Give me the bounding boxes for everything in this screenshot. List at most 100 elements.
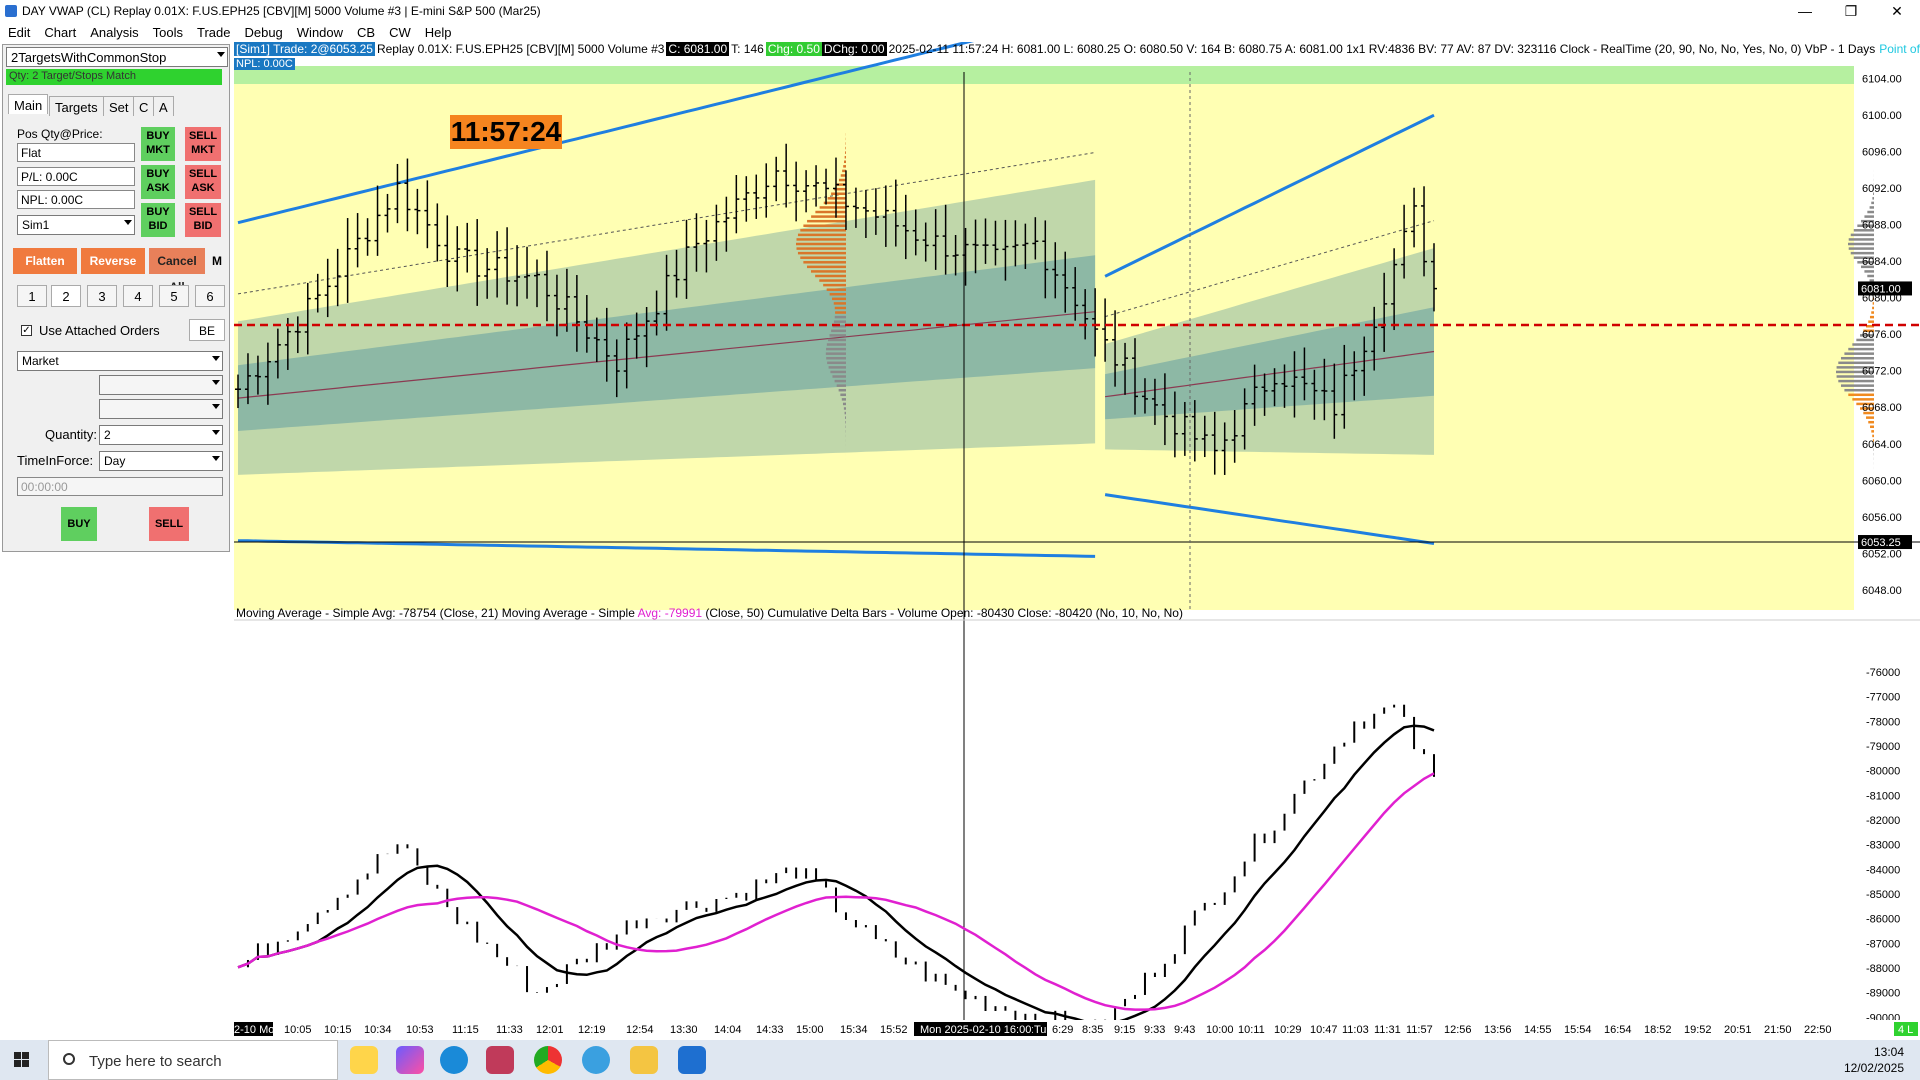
ma21-line bbox=[237, 724, 1435, 1025]
qty-preset-1[interactable]: 1 bbox=[17, 285, 47, 307]
m-button[interactable]: M bbox=[212, 254, 222, 268]
time-tick-label: 12:01 bbox=[536, 1024, 564, 1036]
price-tick-label: 6064.00 bbox=[1862, 439, 1902, 451]
right-volume-profile-bar bbox=[1861, 265, 1874, 269]
globe-icon[interactable] bbox=[582, 1046, 610, 1074]
snipping-icon[interactable] bbox=[486, 1046, 514, 1074]
right-volume-profile-bar bbox=[1866, 416, 1874, 419]
time-tick-label: 11:57 bbox=[1406, 1024, 1433, 1036]
minimize-icon[interactable]: — bbox=[1798, 3, 1812, 19]
chevron-down-icon bbox=[217, 52, 225, 57]
volume-profile-bar bbox=[819, 279, 846, 282]
sell-button[interactable]: SELL bbox=[149, 507, 189, 541]
time-field[interactable]: 00:00:00 bbox=[17, 477, 223, 496]
volume-profile-bar bbox=[797, 233, 846, 237]
search-icon bbox=[63, 1053, 75, 1065]
volume-profile-bar bbox=[836, 384, 846, 387]
restore-icon[interactable]: ❐ bbox=[1844, 3, 1858, 19]
volume-profile-bar bbox=[844, 160, 846, 164]
qty-preset-2[interactable]: 2 bbox=[51, 285, 81, 307]
price-tick-label: 6060.00 bbox=[1862, 475, 1902, 487]
chevron-down-icon bbox=[212, 380, 220, 385]
taskbar-search[interactable]: Type here to search bbox=[48, 1040, 338, 1080]
tif-select[interactable]: Day bbox=[99, 451, 223, 471]
chart-app-icon[interactable] bbox=[678, 1046, 706, 1074]
app1-icon[interactable] bbox=[396, 1046, 424, 1074]
time-tick-label: 12:56 bbox=[1444, 1024, 1472, 1036]
chart-area[interactable]: 6104.00 6100.00 6096.00 6092.00 6088.00 6084.… bbox=[234, 42, 1920, 1036]
time-tick-label: 11:33 bbox=[496, 1024, 523, 1036]
right-volume-profile-bar bbox=[1836, 375, 1874, 378]
flatten-button[interactable]: Flatten bbox=[13, 248, 77, 274]
volume-profile-bar bbox=[826, 288, 846, 291]
buy-ask-button[interactable]: BUY ASK bbox=[141, 165, 175, 199]
menu-tools[interactable]: Tools bbox=[152, 25, 183, 40]
tab-set[interactable]: Set bbox=[103, 96, 135, 116]
folder-icon[interactable] bbox=[630, 1046, 658, 1074]
windows-start-icon[interactable] bbox=[14, 1052, 30, 1068]
cancel-all-button[interactable]: Cancel All bbox=[149, 248, 205, 294]
tab-targets[interactable]: Targets bbox=[49, 96, 104, 116]
account-select[interactable]: Sim1 bbox=[17, 215, 135, 235]
price1-select[interactable] bbox=[99, 375, 223, 395]
right-volume-profile-bar bbox=[1868, 320, 1874, 323]
quantity-select[interactable]: 2 bbox=[99, 425, 223, 445]
copilot-icon[interactable] bbox=[350, 1046, 378, 1074]
buy-button[interactable]: BUY bbox=[61, 507, 97, 541]
volume-profile-bar bbox=[838, 178, 846, 182]
time-tick-label: 14:33 bbox=[756, 1024, 784, 1036]
right-volume-profile-bar bbox=[1836, 366, 1874, 369]
volume-profile-bar bbox=[844, 155, 846, 159]
price2-select[interactable] bbox=[99, 399, 223, 419]
menu-window[interactable]: Window bbox=[296, 25, 344, 40]
time-tick-label: 10:15 bbox=[324, 1024, 352, 1036]
volume-profile-bar bbox=[831, 329, 846, 333]
chrome-icon[interactable] bbox=[534, 1046, 562, 1074]
time-tick-label: 21:50 bbox=[1764, 1024, 1792, 1036]
qty-preset-3[interactable]: 3 bbox=[87, 285, 117, 307]
tab-a[interactable]: A bbox=[153, 96, 174, 116]
qty-preset-5[interactable]: 5 bbox=[159, 285, 189, 307]
be-button[interactable]: BE bbox=[189, 319, 225, 341]
tab-c[interactable]: C bbox=[133, 96, 155, 116]
menu-debug[interactable]: Debug bbox=[244, 25, 283, 40]
price-tick-label: 6104.00 bbox=[1862, 73, 1902, 85]
volume-profile-bar bbox=[795, 242, 846, 246]
order-type-select[interactable]: Market bbox=[17, 351, 223, 371]
sell-bid-button[interactable]: SELL BID bbox=[185, 203, 221, 237]
sell-ask-button[interactable]: SELL ASK bbox=[185, 165, 221, 199]
buy-mkt-button[interactable]: BUY MKT bbox=[141, 127, 175, 161]
system-clock: 13:04 12/02/2025 bbox=[1843, 1045, 1904, 1075]
menu-edit[interactable]: Edit bbox=[8, 25, 31, 40]
reverse-button[interactable]: Reverse bbox=[81, 248, 145, 274]
menu-analysis[interactable]: Analysis bbox=[90, 25, 139, 40]
time-marker bbox=[1033, 1022, 1047, 1036]
close-icon[interactable]: ✕ bbox=[1891, 3, 1903, 19]
volume-profile-bar bbox=[803, 261, 846, 264]
menu-trade[interactable]: Trade bbox=[196, 25, 231, 40]
delta-tick-label: -85000 bbox=[1866, 889, 1900, 901]
right-volume-profile-bar bbox=[1852, 343, 1874, 346]
menu-help[interactable]: Help bbox=[424, 25, 452, 40]
right-volume-profile-bar bbox=[1844, 388, 1874, 392]
strategy-select[interactable]: 2TargetsWithCommonStop bbox=[6, 47, 228, 67]
volume-profile-bar bbox=[845, 420, 846, 424]
buy-bid-button[interactable]: BUY BID bbox=[141, 203, 175, 237]
menu-cw[interactable]: CW bbox=[389, 25, 411, 40]
volume-profile-bar bbox=[840, 393, 846, 397]
volume-profile-bar bbox=[832, 297, 846, 301]
qty-preset-6[interactable]: 6 bbox=[195, 285, 225, 307]
attached-orders-checkbox[interactable]: ✓ bbox=[21, 325, 32, 336]
menu-cb[interactable]: CB bbox=[357, 25, 376, 40]
menu-chart[interactable]: Chart bbox=[44, 25, 77, 40]
sell-mkt-button[interactable]: SELL MKT bbox=[185, 127, 221, 161]
qty-preset-4[interactable]: 4 bbox=[123, 285, 153, 307]
edge-icon[interactable] bbox=[440, 1046, 468, 1074]
pos-field: Flat bbox=[17, 143, 135, 162]
time-tick-label: 10:11 bbox=[1238, 1024, 1265, 1036]
upper-band-line bbox=[237, 42, 975, 225]
delta-tick-label: -88000 bbox=[1866, 963, 1900, 975]
volume-profile-bar bbox=[834, 315, 846, 319]
tab-main[interactable]: Main bbox=[8, 94, 49, 114]
price-tick-label: 6084.00 bbox=[1862, 256, 1902, 268]
